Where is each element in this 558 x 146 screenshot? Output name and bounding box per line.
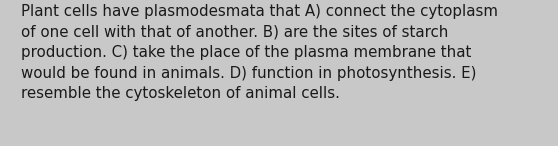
Text: Plant cells have plasmodesmata that A) connect the cytoplasm
of one cell with th: Plant cells have plasmodesmata that A) c… xyxy=(21,4,498,101)
